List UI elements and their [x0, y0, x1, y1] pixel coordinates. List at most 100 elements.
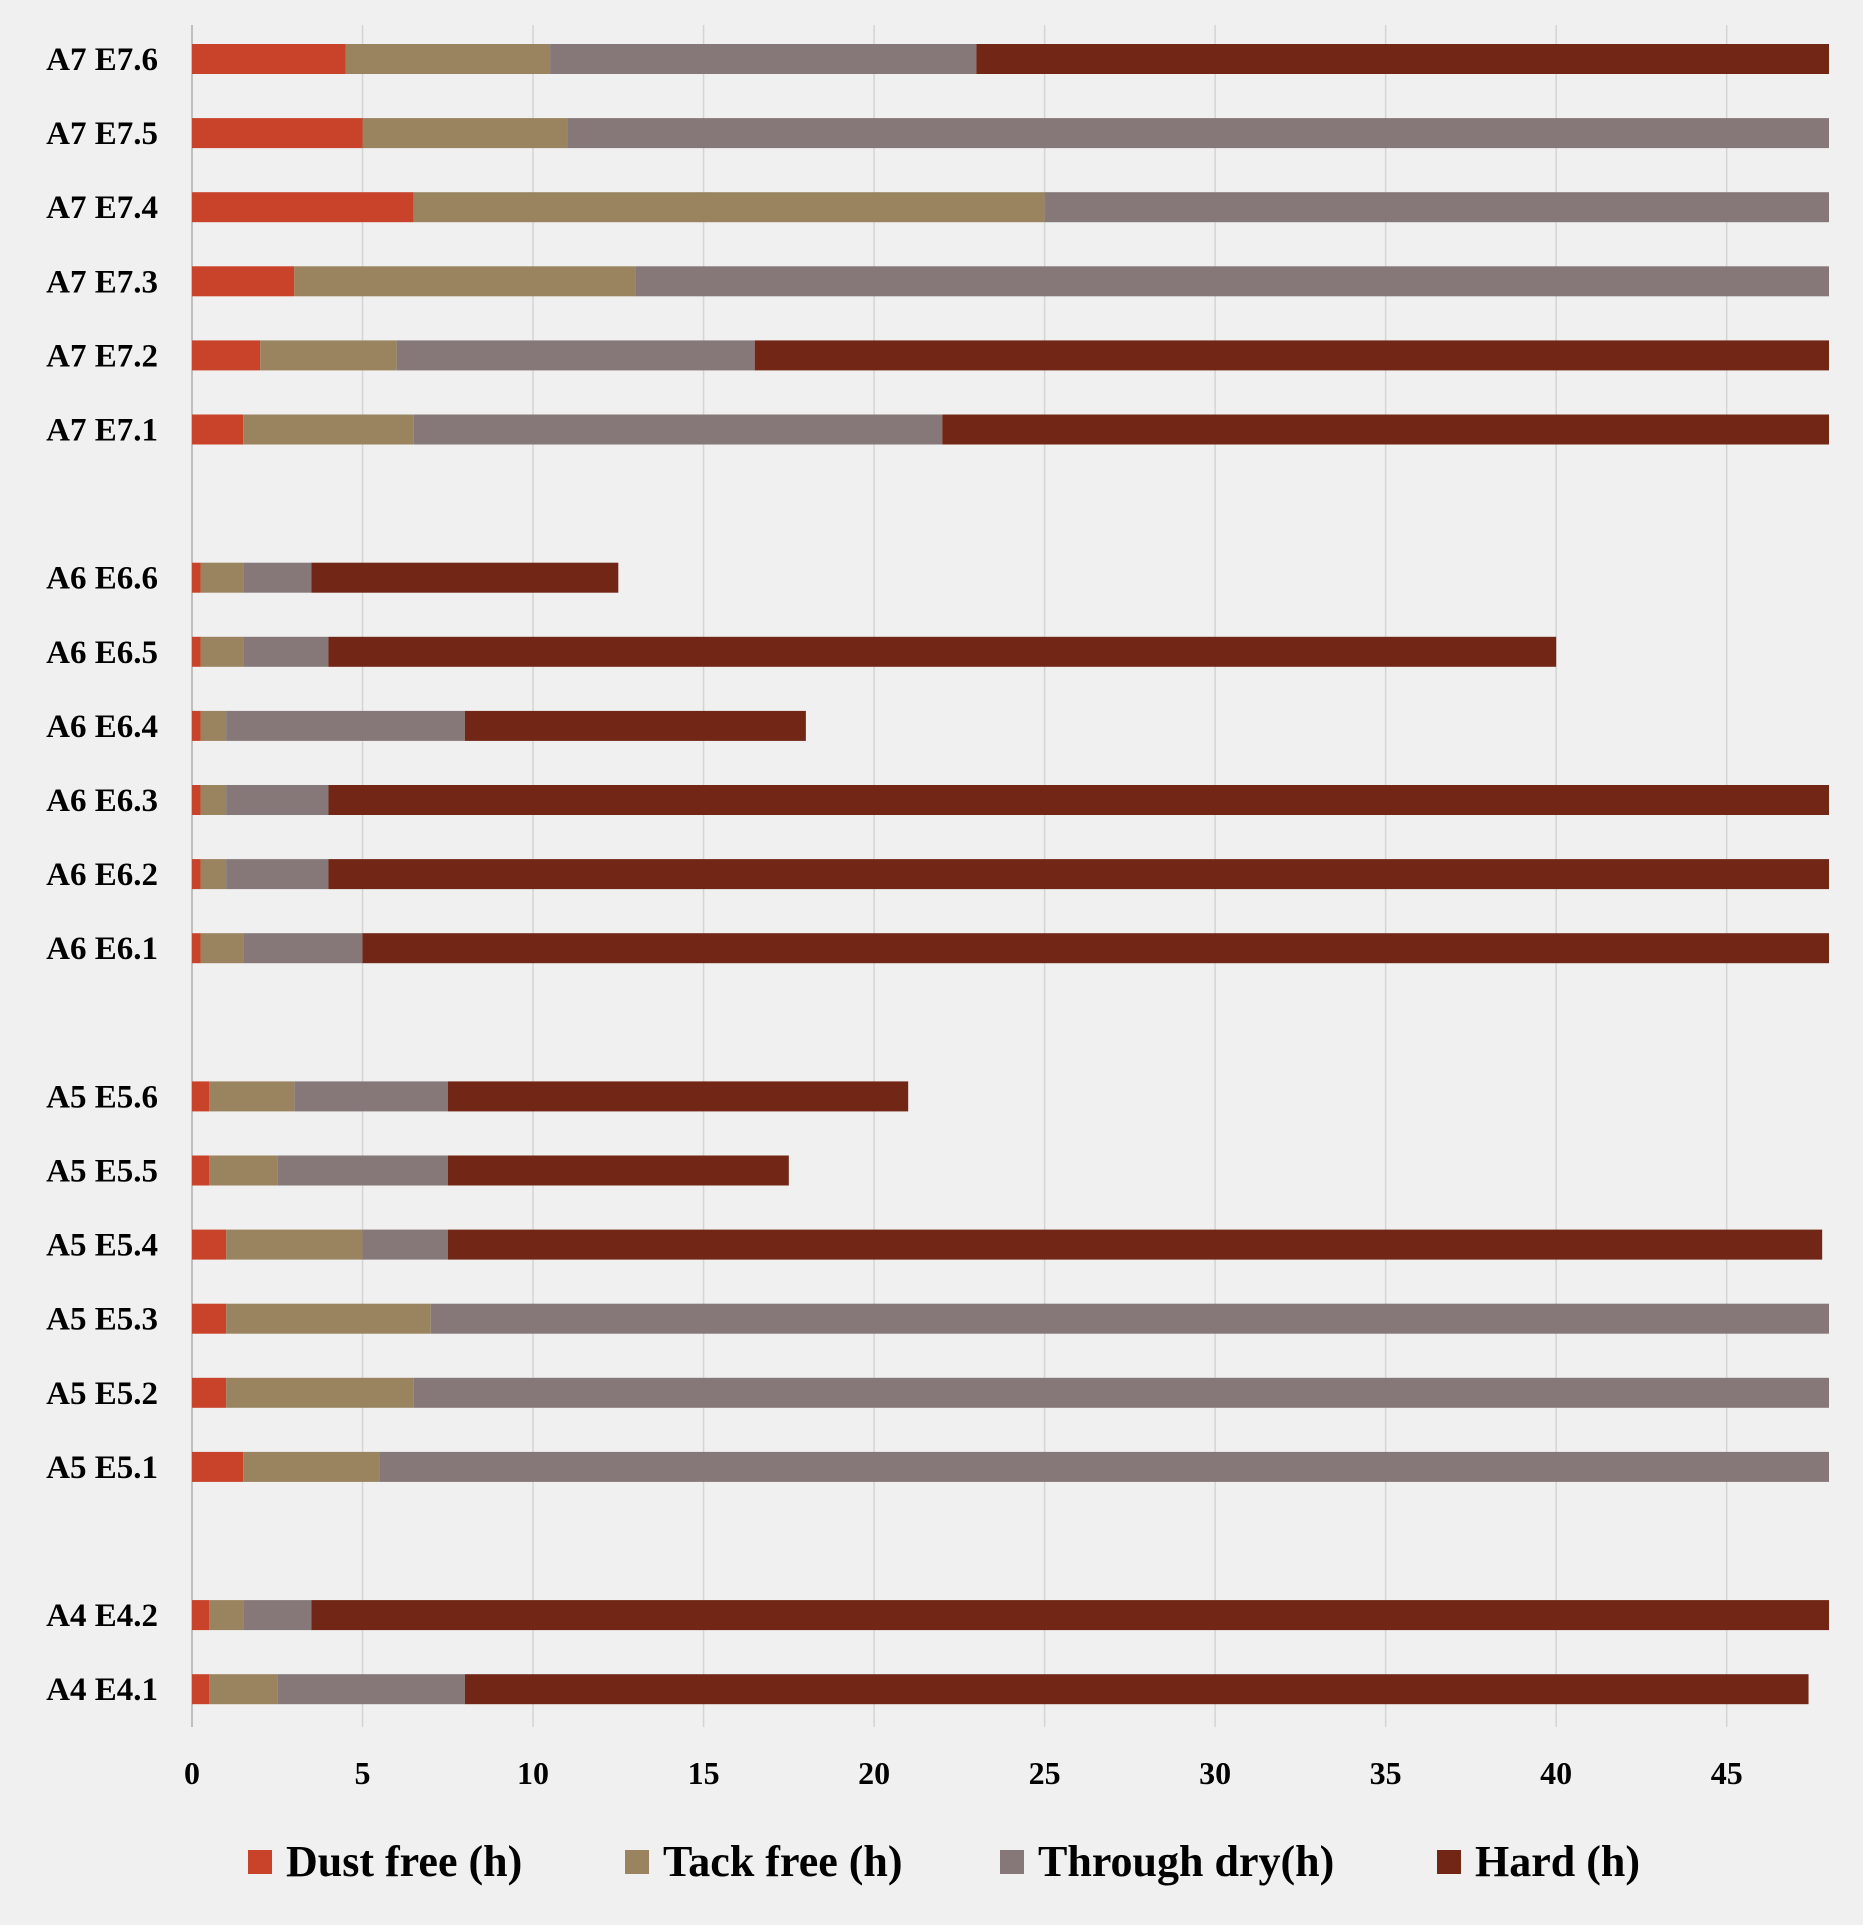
x-tick-label: 35 — [1370, 1755, 1402, 1791]
x-tick-label: 5 — [355, 1755, 371, 1791]
legend-swatch — [248, 1850, 272, 1874]
bar-segment-2 — [294, 266, 636, 297]
x-tick-label: 20 — [858, 1755, 890, 1791]
bar-segment-1 — [192, 785, 201, 815]
bar-segment-2 — [209, 1600, 244, 1631]
bar-segment-4 — [328, 636, 1557, 667]
bar-segment-1 — [192, 1674, 210, 1705]
category-label: A7 E7.4 — [46, 190, 158, 226]
bar-segment-4 — [942, 414, 1829, 445]
bar-segment-2 — [200, 562, 244, 593]
legend-swatch — [1437, 1850, 1461, 1874]
bar-segment-2 — [345, 44, 551, 74]
legend-label: Tack free (h) — [663, 1837, 903, 1886]
bar-segment-4 — [976, 44, 1829, 74]
bar-segment-3 — [1044, 192, 1829, 223]
category-label: A4 E4.1 — [46, 1672, 158, 1708]
category-label: A5 E5.3 — [46, 1302, 158, 1338]
bar-segment-2 — [226, 1377, 414, 1408]
bar-segment-2 — [209, 1155, 278, 1186]
bar-segment-3 — [567, 118, 1830, 149]
category-label: A5 E5.2 — [46, 1376, 158, 1412]
bar-segment-3 — [243, 1600, 312, 1631]
category-label: A4 E4.2 — [46, 1598, 158, 1634]
bar-segment-2 — [226, 1229, 363, 1260]
bar-segment-1 — [192, 118, 363, 149]
category-label: A6 E6.3 — [46, 783, 158, 819]
legend-label: Hard (h) — [1475, 1837, 1640, 1886]
bar-segment-3 — [413, 414, 943, 445]
bar-segment-2 — [226, 1303, 431, 1334]
bar-segment-3 — [379, 1451, 1830, 1482]
bar-segment-2 — [260, 340, 397, 371]
bar-segment-1 — [192, 1377, 227, 1408]
bar-segment-1 — [192, 1451, 244, 1482]
bar-segment-4 — [464, 1674, 1809, 1705]
bar-segment-2 — [209, 1674, 278, 1705]
bar-segment-1 — [192, 340, 261, 371]
bar-segment-4 — [328, 859, 1830, 890]
bar-segment-4 — [464, 710, 806, 741]
bar-segment-1 — [192, 1600, 210, 1631]
bar-segment-4 — [447, 1081, 909, 1112]
bar-segment-4 — [754, 340, 1829, 371]
bar-segment-3 — [362, 1229, 448, 1260]
bar-segment-4 — [447, 1229, 1823, 1260]
bar-segment-4 — [328, 785, 1830, 815]
category-label: A5 E5.6 — [46, 1079, 158, 1115]
bar-segment-4 — [362, 933, 1829, 964]
legend-swatch — [625, 1850, 649, 1874]
bar-segment-4 — [311, 1600, 1829, 1631]
x-tick-label: 40 — [1540, 1755, 1572, 1791]
category-label: A6 E6.6 — [46, 561, 158, 597]
bar-segment-1 — [192, 562, 201, 593]
category-label: A7 E7.2 — [46, 338, 158, 374]
legend-label: Dust free (h) — [286, 1837, 522, 1886]
bar-segment-3 — [413, 1377, 1829, 1408]
x-tick-label: 15 — [688, 1755, 720, 1791]
category-label: A5 E5.1 — [46, 1450, 158, 1486]
bar-segment-1 — [192, 414, 244, 445]
bar-segment-3 — [226, 710, 465, 741]
legend-label: Through dry(h) — [1038, 1837, 1334, 1886]
category-label: A7 E7.5 — [46, 116, 158, 152]
bar-segment-2 — [200, 636, 244, 667]
bar-segment-3 — [226, 859, 329, 890]
bar-segment-2 — [243, 1451, 380, 1482]
x-tick-label: 30 — [1199, 1755, 1231, 1791]
category-label: A7 E7.3 — [46, 264, 158, 300]
x-tick-label: 45 — [1711, 1755, 1743, 1791]
bar-segment-3 — [550, 44, 977, 74]
bar-segment-1 — [192, 192, 414, 223]
bar-segment-3 — [430, 1303, 1830, 1334]
bar-segment-2 — [200, 933, 244, 964]
category-label: A6 E6.5 — [46, 635, 158, 671]
bar-segment-3 — [226, 785, 329, 815]
bar-segment-3 — [243, 933, 363, 964]
bar-segment-2 — [362, 118, 568, 149]
bar-segment-2 — [243, 414, 414, 445]
x-tick-label: 0 — [184, 1755, 200, 1791]
legend-swatch — [1000, 1850, 1024, 1874]
bar-segment-3 — [635, 266, 1829, 297]
bar-segment-1 — [192, 1229, 227, 1260]
bar-segment-1 — [192, 1155, 210, 1186]
bar-segment-3 — [294, 1081, 448, 1112]
bar-segment-2 — [200, 859, 227, 890]
bar-segment-1 — [192, 44, 346, 74]
bar-segment-1 — [192, 933, 201, 964]
x-tick-label: 25 — [1029, 1755, 1061, 1791]
x-tick-label: 10 — [517, 1755, 549, 1791]
bar-segment-1 — [192, 1081, 210, 1112]
bar-segment-3 — [277, 1674, 465, 1705]
category-label: A7 E7.6 — [46, 42, 158, 78]
bar-segment-3 — [243, 636, 329, 667]
bar-segment-2 — [413, 192, 1045, 223]
x-tick-labels: 0 5 10 15 20 25 30 35 40 45 — [184, 1755, 1743, 1791]
bar-segment-1 — [192, 710, 201, 741]
category-label: A5 E5.4 — [46, 1228, 158, 1264]
category-label: A7 E7.1 — [46, 413, 158, 449]
category-label: A6 E6.4 — [46, 709, 158, 745]
bar-segment-4 — [447, 1155, 789, 1186]
bar-segment-2 — [209, 1081, 295, 1112]
